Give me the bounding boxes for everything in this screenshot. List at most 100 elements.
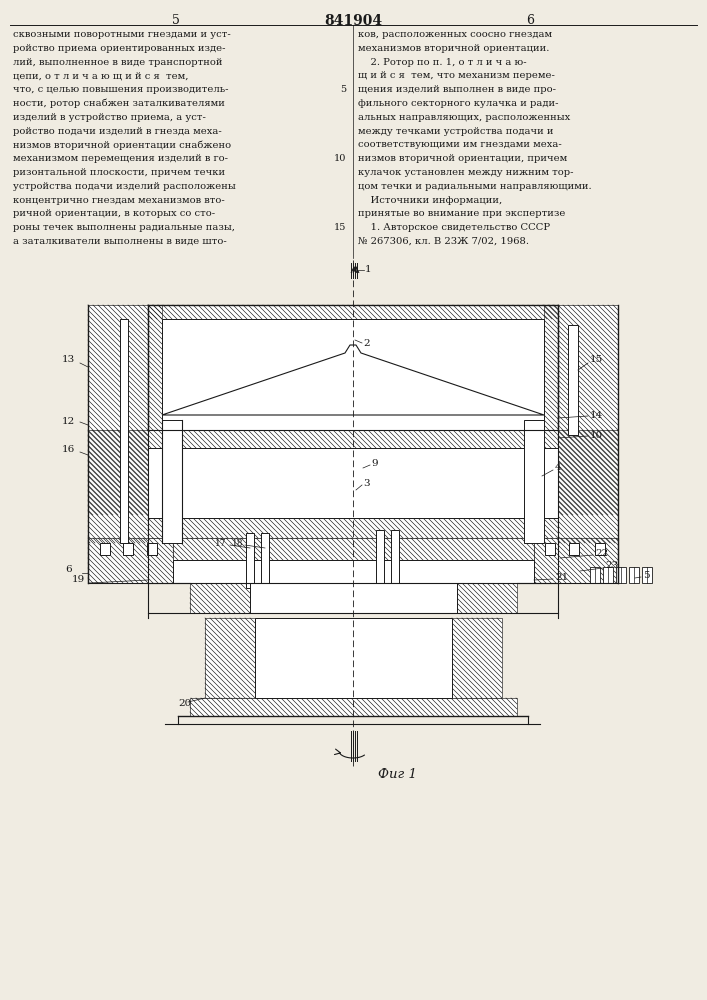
Bar [246, 533, 254, 588]
Text: Источники информации,: Источники информации, [358, 196, 502, 205]
Text: 1: 1 [365, 265, 372, 274]
Text: Фиг 1: Фиг 1 [378, 768, 417, 781]
Bar [558, 430, 618, 543]
Bar [544, 305, 558, 430]
Text: 17: 17 [215, 538, 226, 548]
Text: лий, выполненное в виде транспортной: лий, выполненное в виде транспортной [13, 58, 223, 67]
Bar [376, 530, 384, 587]
Text: между течками устройства подачи и: между течками устройства подачи и [358, 127, 554, 136]
Bar [190, 583, 250, 613]
Bar [452, 618, 502, 698]
Text: роны течек выполнены радиальные пазы,: роны течек выполнены радиальные пазы, [13, 223, 235, 232]
Text: 4: 4 [555, 464, 561, 473]
Text: механизмом перемещения изделий в го-: механизмом перемещения изделий в го- [13, 154, 228, 163]
Bar [457, 583, 517, 613]
Bar [173, 560, 534, 583]
Text: а заталкиватели выполнены в виде што-: а заталкиватели выполнены в виде што- [13, 237, 227, 246]
Text: низмов вторичной ориентации, причем: низмов вторичной ориентации, причем [358, 154, 567, 163]
Text: 10: 10 [590, 430, 603, 440]
Bar [595, 543, 605, 555]
Text: фильного секторного кулачка и ради-: фильного секторного кулачка и ради- [358, 99, 559, 108]
Text: 1. Авторское свидетельство СССР: 1. Авторское свидетельство СССР [358, 223, 550, 232]
Bar [568, 325, 578, 435]
Text: цом течки и радиальными направляющими.: цом течки и радиальными направляющими. [358, 182, 592, 191]
Text: 18: 18 [232, 538, 243, 548]
Bar [148, 305, 162, 430]
Bar [120, 319, 128, 543]
Bar [616, 567, 626, 583]
Bar [545, 543, 555, 555]
Bar [147, 543, 157, 555]
Text: ности, ротор снабжен заталкивателями: ности, ротор снабжен заталкивателями [13, 99, 225, 108]
Bar [642, 567, 652, 583]
Bar [524, 420, 544, 543]
Text: принятые во внимание при экспертизе: принятые во внимание при экспертизе [358, 209, 566, 218]
Bar [569, 543, 579, 555]
Text: 21: 21 [555, 574, 568, 582]
Text: 9: 9 [371, 458, 378, 468]
Polygon shape [353, 353, 544, 415]
Text: 15: 15 [590, 356, 603, 364]
Text: кулачок установлен между нижним тор-: кулачок установлен между нижним тор- [358, 168, 573, 177]
Text: что, с целью повышения производитель-: что, с целью повышения производитель- [13, 85, 228, 94]
Text: щения изделий выполнен в виде про-: щения изделий выполнен в виде про- [358, 85, 556, 94]
Text: концентрично гнездам механизмов вто-: концентрично гнездам механизмов вто- [13, 196, 225, 205]
Bar [148, 518, 558, 538]
Bar [558, 305, 618, 515]
Bar [88, 538, 173, 583]
Text: низмов вторичной ориентации снабжено: низмов вторичной ориентации снабжено [13, 140, 231, 150]
Text: щ и й с я  тем, что механизм переме-: щ и й с я тем, что механизм переме- [358, 71, 555, 80]
Polygon shape [162, 345, 544, 415]
Text: 5: 5 [172, 14, 180, 27]
Text: сквозными поворотными гнездами и уст-: сквозными поворотными гнездами и уст- [13, 30, 230, 39]
Text: 5: 5 [643, 570, 650, 580]
Text: ройство подачи изделий в гнезда меха-: ройство подачи изделий в гнезда меха- [13, 127, 222, 136]
Text: ризонтальной плоскости, причем течки: ризонтальной плоскости, причем течки [13, 168, 225, 177]
Text: № 267306, кл. В 23Ж 7/02, 1968.: № 267306, кл. В 23Ж 7/02, 1968. [358, 237, 529, 246]
Bar [250, 583, 457, 613]
Bar [391, 530, 399, 587]
Text: 6: 6 [526, 14, 534, 27]
Text: 3: 3 [363, 479, 370, 488]
Bar [629, 567, 639, 583]
Text: 10: 10 [334, 154, 346, 163]
Text: 6: 6 [65, 566, 71, 574]
Text: 13: 13 [62, 356, 75, 364]
Bar [88, 430, 148, 543]
Text: 20: 20 [178, 698, 192, 708]
Bar [190, 698, 517, 716]
Text: 15: 15 [334, 223, 346, 232]
Bar [261, 533, 269, 588]
Text: 2. Ротор по п. 1, о т л и ч а ю-: 2. Ротор по п. 1, о т л и ч а ю- [358, 58, 527, 67]
Text: ков, расположенных соосно гнездам: ков, расположенных соосно гнездам [358, 30, 552, 39]
Bar [88, 305, 148, 515]
Text: 841904: 841904 [324, 14, 382, 28]
Text: устройства подачи изделий расположены: устройства подачи изделий расположены [13, 182, 235, 191]
Bar [100, 543, 110, 555]
Text: 23: 23 [605, 562, 618, 570]
Polygon shape [162, 353, 353, 415]
Bar [603, 567, 613, 583]
Text: альных направляющих, расположенных: альных направляющих, расположенных [358, 113, 571, 122]
Text: 2: 2 [363, 338, 370, 348]
Text: ричной ориентации, в которых со сто-: ричной ориентации, в которых со сто- [13, 209, 215, 218]
Bar [148, 430, 558, 448]
Text: изделий в устройство приема, а уст-: изделий в устройство приема, а уст- [13, 113, 206, 122]
Text: 19: 19 [72, 576, 86, 584]
Text: 22: 22 [595, 548, 608, 558]
Bar [148, 448, 558, 518]
Polygon shape [341, 345, 365, 353]
Text: 5: 5 [340, 85, 346, 94]
Bar [534, 538, 618, 583]
Text: цепи, о т л и ч а ю щ и й с я  тем,: цепи, о т л и ч а ю щ и й с я тем, [13, 71, 189, 80]
Text: ройство приема ориентированных изде-: ройство приема ориентированных изде- [13, 44, 226, 53]
Text: 12: 12 [62, 418, 75, 426]
Text: 16: 16 [62, 446, 75, 454]
Text: 14: 14 [590, 410, 603, 420]
Bar [162, 319, 544, 430]
Bar [255, 618, 452, 698]
Text: соответствующими им гнездами меха-: соответствующими им гнездами меха- [358, 140, 562, 149]
Text: механизмов вторичной ориентации.: механизмов вторичной ориентации. [358, 44, 549, 53]
Bar [162, 420, 182, 543]
Bar [590, 567, 600, 583]
